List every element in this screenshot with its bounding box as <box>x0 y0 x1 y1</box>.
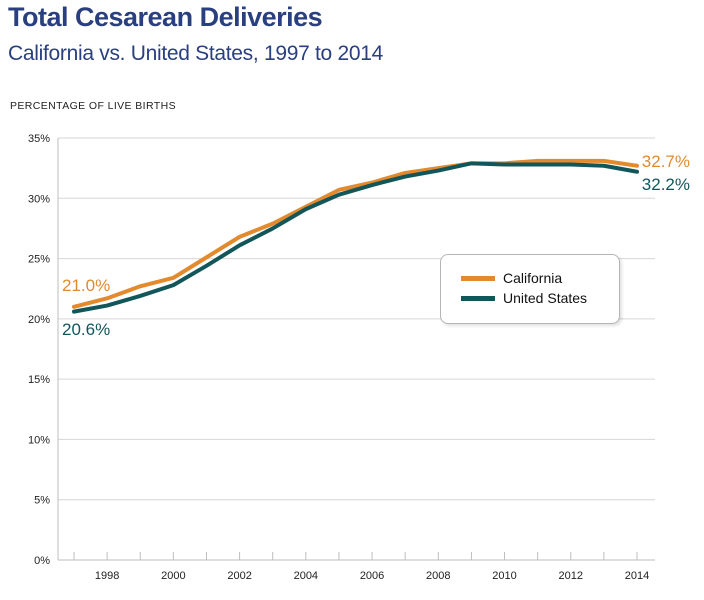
x-tick-label: 2010 <box>492 570 516 582</box>
legend-label-united-states: United States <box>503 290 588 306</box>
y-tick-label: 0% <box>34 555 50 567</box>
legend-swatch-united-states <box>461 295 495 301</box>
legend-item-california: California <box>461 270 562 286</box>
series-line-united-states <box>72 161 639 314</box>
y-tick-label: 20% <box>28 314 50 326</box>
start-label-california: 21.0% <box>62 276 110 295</box>
legend-swatch-california <box>461 275 495 281</box>
chart-subtitle: California vs. United States, 1997 to 20… <box>8 42 383 65</box>
y-axis-label: PERCENTAGE OF LIVE BIRTHS <box>10 100 176 112</box>
y-tick-label: 25% <box>28 254 50 266</box>
y-tick-label: 30% <box>28 193 50 205</box>
x-tick-label: 2000 <box>161 570 185 582</box>
y-tick-label: 5% <box>34 495 50 507</box>
x-tick-label: 2014 <box>625 570 649 582</box>
x-tick-label: 1998 <box>95 570 119 582</box>
end-label-california: 32.7% <box>642 152 690 171</box>
x-tick-label: 2006 <box>360 570 384 582</box>
x-tick-label: 2002 <box>227 570 251 582</box>
chart-title: Total Cesarean Deliveries <box>8 2 323 32</box>
legend: California United States <box>440 254 620 324</box>
y-tick-label: 35% <box>28 133 50 145</box>
y-tick-label: 15% <box>28 374 50 386</box>
x-tick-label: 2008 <box>426 570 450 582</box>
x-tick-label: 2012 <box>559 570 583 582</box>
y-tick-label: 10% <box>28 434 50 446</box>
legend-item-united-states: United States <box>461 290 587 306</box>
end-label-united-states: 32.2% <box>642 175 690 194</box>
start-label-united-states: 20.6% <box>62 320 110 339</box>
legend-label-california: California <box>503 270 563 286</box>
x-tick-label: 2004 <box>294 570 318 582</box>
series-line-california <box>72 158 639 309</box>
